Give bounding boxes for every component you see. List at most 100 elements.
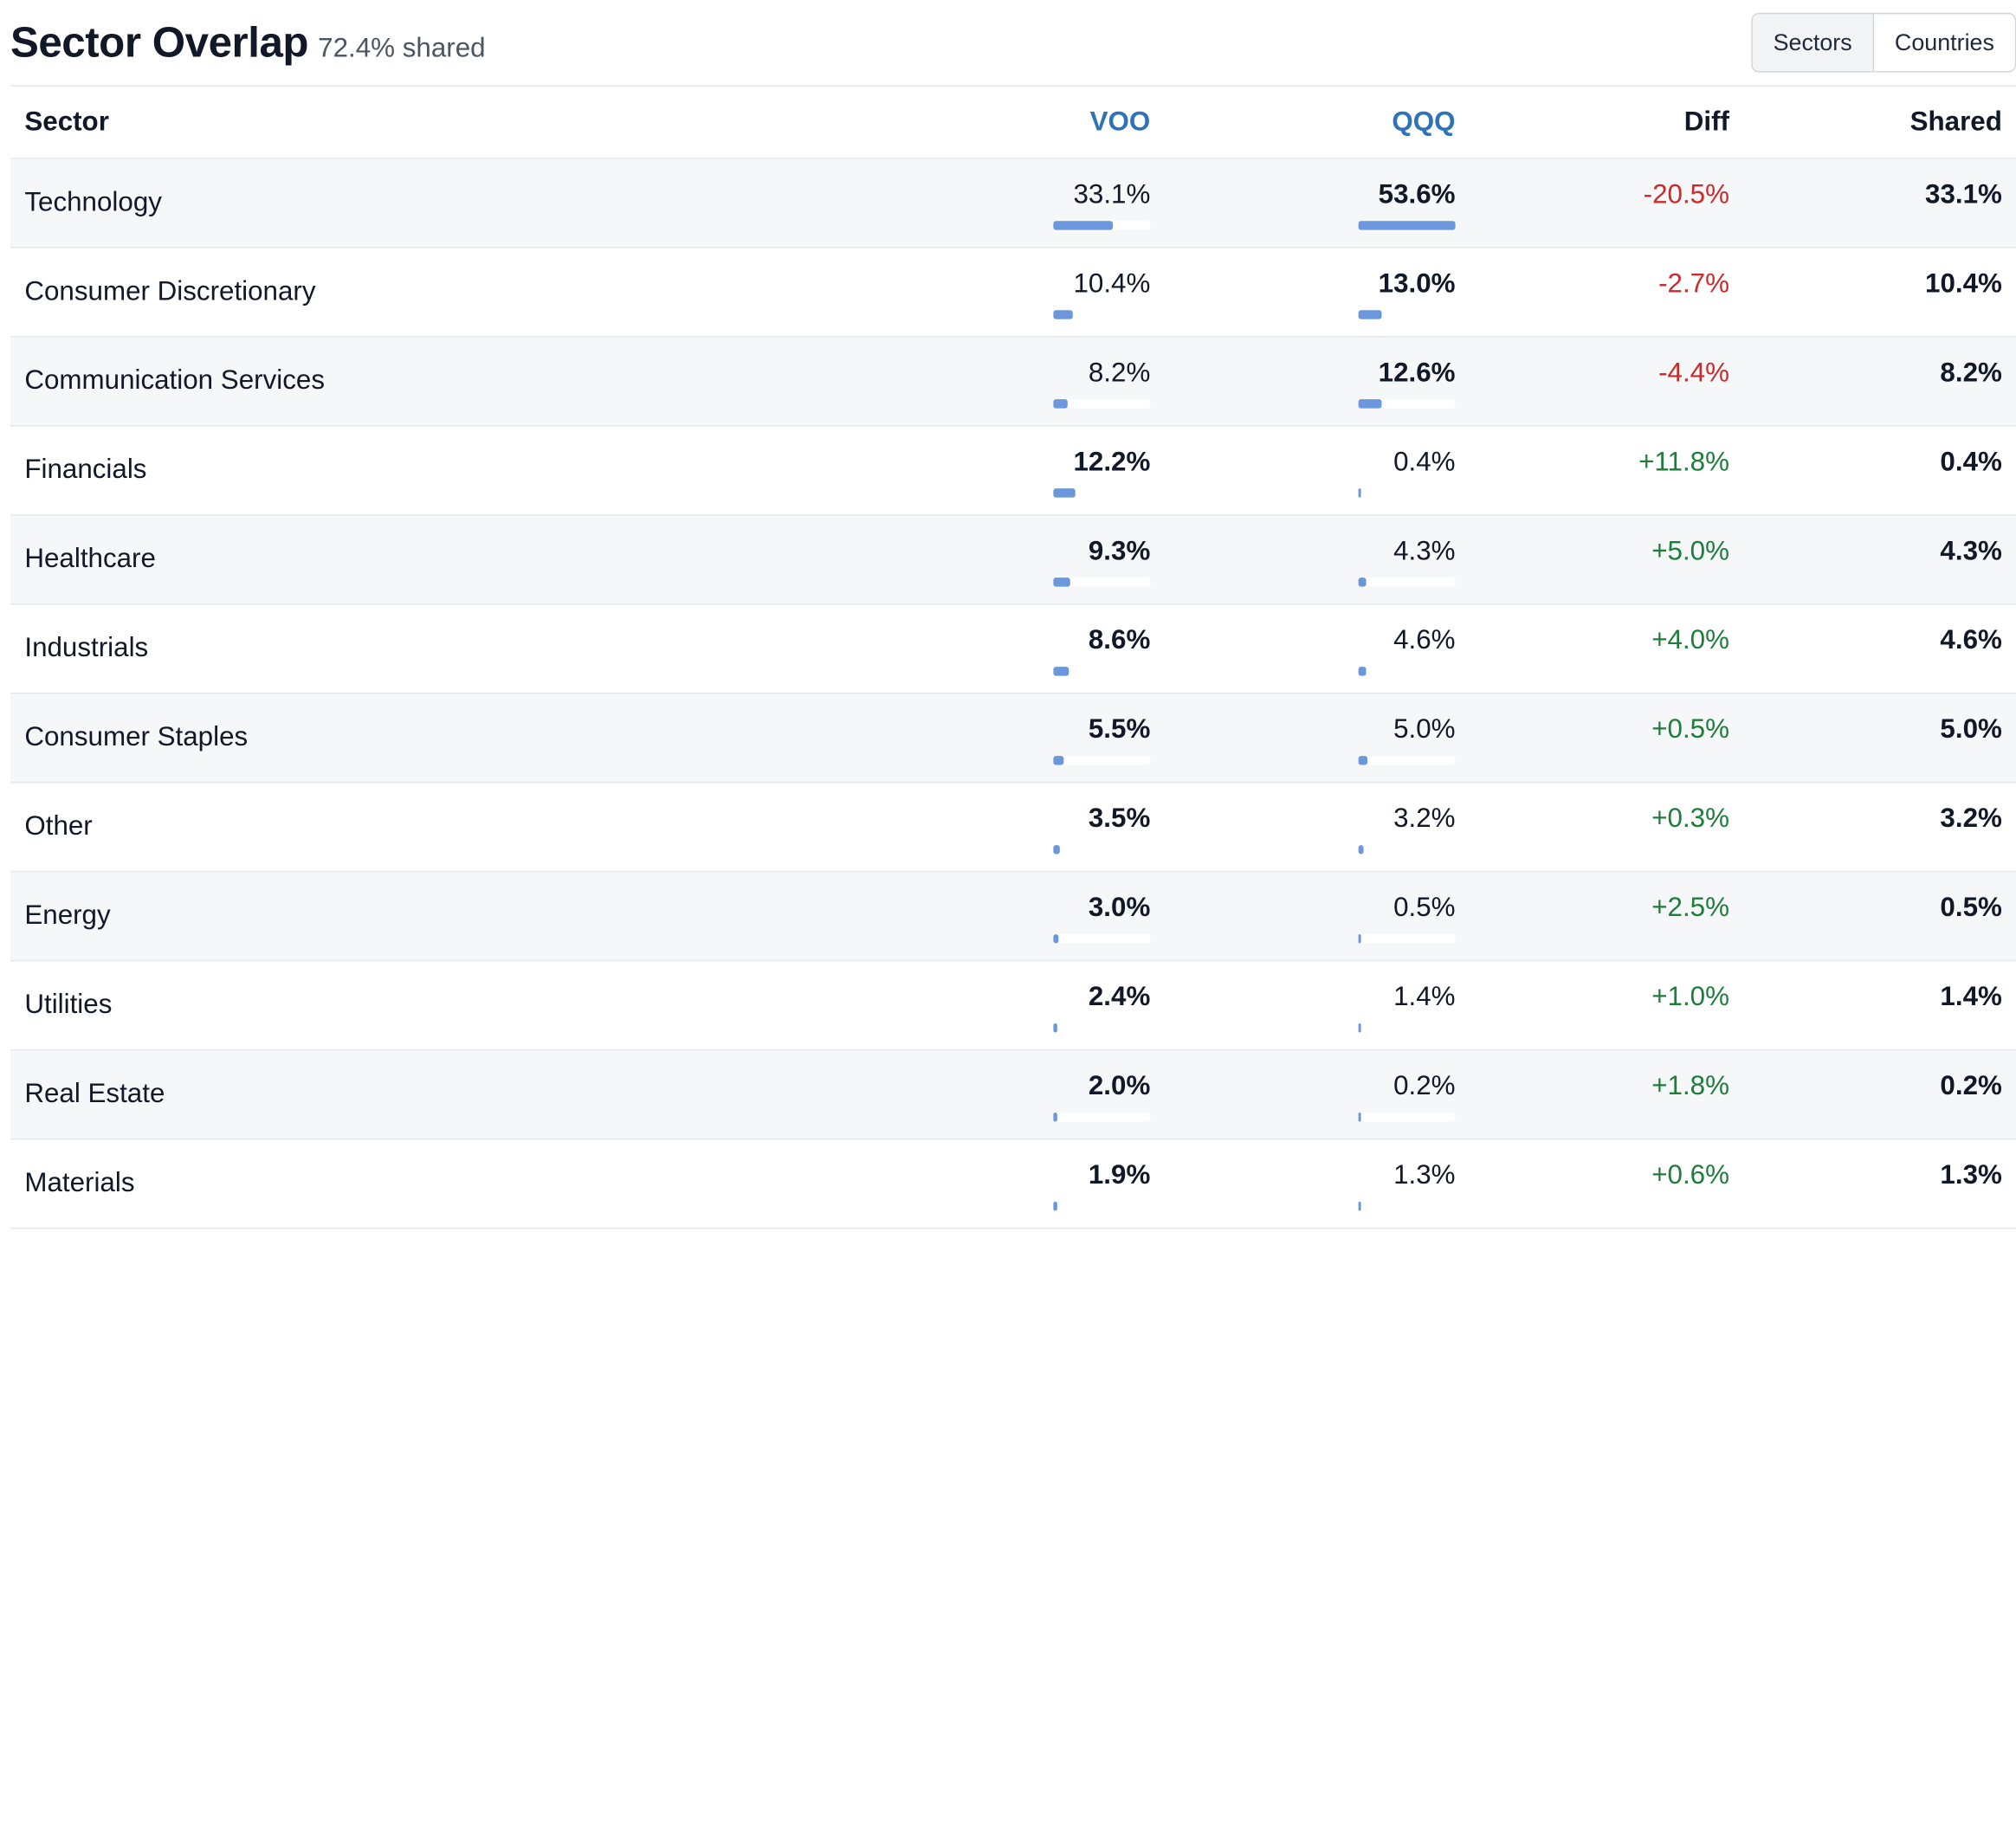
- voo-weight-bar: [1053, 399, 1151, 409]
- voo-weight-bar: [1053, 1113, 1151, 1122]
- voo-weight-bar-fill: [1053, 934, 1059, 944]
- qqq-weight: 5.0%: [1393, 714, 1456, 745]
- column-header-diff[interactable]: Diff: [1683, 106, 1729, 138]
- qqq-weight-bar: [1358, 1023, 1456, 1033]
- shared-weight: 5.0%: [1940, 714, 2002, 745]
- sector-name: Healthcare: [24, 544, 156, 574]
- table-row: Industrials 8.6% 4.6% +4.0% 4.6%: [10, 604, 2016, 694]
- table-row: Technology 33.1% 53.6% -20.5% 33.1%: [10, 158, 2016, 248]
- qqq-weight-bar: [1358, 488, 1456, 498]
- weight-diff: +1.0%: [1651, 982, 1729, 1012]
- voo-weight-bar-fill: [1053, 310, 1073, 319]
- qqq-weight-bar-fill: [1358, 310, 1382, 319]
- shared-weight: 4.3%: [1940, 536, 2002, 566]
- qqq-weight: 1.3%: [1393, 1160, 1456, 1190]
- column-header-voo[interactable]: VOO: [1089, 106, 1151, 138]
- qqq-weight: 0.5%: [1393, 893, 1456, 923]
- qqq-weight: 53.6%: [1378, 179, 1456, 210]
- sector-name: Financials: [24, 455, 147, 485]
- table-row: Energy 3.0% 0.5% +2.5% 0.5%: [10, 872, 2016, 962]
- voo-weight: 9.3%: [1088, 536, 1151, 566]
- shared-weight: 8.2%: [1940, 358, 2002, 388]
- shared-weight: 0.4%: [1940, 447, 2002, 477]
- weight-diff: +11.8%: [1638, 447, 1729, 477]
- qqq-weight-bar: [1358, 399, 1456, 409]
- weight-diff: +2.5%: [1651, 893, 1729, 923]
- table-row: Other 3.5% 3.2% +0.3% 3.2%: [10, 783, 2016, 873]
- shared-weight: 4.6%: [1940, 625, 2002, 655]
- sector-name: Technology: [24, 187, 162, 217]
- sector-name: Real Estate: [24, 1079, 165, 1109]
- qqq-weight: 0.4%: [1393, 447, 1456, 477]
- voo-weight-bar-fill: [1053, 845, 1060, 855]
- table-row: Financials 12.2% 0.4% +11.8% 0.4%: [10, 427, 2016, 516]
- countries-toggle-button[interactable]: Countries: [1872, 14, 2015, 72]
- qqq-weight-bar-fill: [1358, 488, 1361, 498]
- voo-weight-bar-fill: [1053, 1113, 1057, 1122]
- weight-diff: +0.3%: [1651, 803, 1729, 834]
- voo-weight-bar: [1053, 845, 1151, 855]
- weight-diff: +1.8%: [1651, 1071, 1729, 1101]
- voo-weight: 8.6%: [1088, 625, 1151, 655]
- shared-weight: 10.4%: [1925, 268, 2002, 299]
- shared-weight: 33.1%: [1925, 179, 2002, 210]
- weight-diff: +4.0%: [1651, 625, 1729, 655]
- column-header-shared[interactable]: Shared: [1909, 106, 2002, 138]
- table-row: Consumer Discretionary 10.4% 13.0% -2.7% 10.…: [10, 248, 2016, 338]
- page-title: Sector Overlap: [10, 17, 309, 67]
- qqq-weight-bar: [1358, 1202, 1456, 1211]
- qqq-weight-bar-fill: [1358, 577, 1367, 587]
- qqq-weight-bar: [1358, 845, 1456, 855]
- sector-table: Sector VOO QQQ Diff Shared Technology 33.…: [10, 87, 2016, 1229]
- voo-weight-bar: [1053, 488, 1151, 498]
- table-row: Utilities 2.4% 1.4% +1.0% 1.4%: [10, 961, 2016, 1051]
- voo-weight-bar: [1053, 1202, 1151, 1211]
- voo-weight-bar: [1053, 577, 1151, 587]
- shared-weight: 1.3%: [1940, 1160, 2002, 1190]
- voo-weight-bar-fill: [1053, 667, 1069, 676]
- voo-weight: 1.9%: [1088, 1160, 1151, 1190]
- qqq-weight-bar: [1358, 221, 1456, 230]
- voo-weight-bar: [1053, 221, 1151, 230]
- voo-weight: 2.4%: [1088, 982, 1151, 1012]
- weight-diff: +0.5%: [1651, 714, 1729, 745]
- column-header-qqq[interactable]: QQQ: [1392, 106, 1456, 138]
- weight-diff: +5.0%: [1651, 536, 1729, 566]
- voo-weight-bar: [1053, 756, 1151, 765]
- voo-weight-bar-fill: [1053, 756, 1063, 765]
- qqq-weight: 1.4%: [1393, 982, 1456, 1012]
- voo-weight-bar-fill: [1053, 399, 1069, 409]
- qqq-weight-bar: [1358, 667, 1456, 676]
- sector-name: Consumer Staples: [24, 722, 249, 752]
- qqq-weight: 4.3%: [1393, 536, 1456, 566]
- voo-weight-bar: [1053, 934, 1151, 944]
- column-header-sector[interactable]: Sector: [24, 106, 109, 138]
- qqq-weight: 13.0%: [1378, 268, 1456, 299]
- voo-weight-bar: [1053, 1023, 1151, 1033]
- qqq-weight-bar-fill: [1358, 1113, 1361, 1122]
- table-row: Real Estate 2.0% 0.2% +1.8% 0.2%: [10, 1050, 2016, 1140]
- sector-name: Consumer Discretionary: [24, 276, 316, 306]
- qqq-weight-bar-fill: [1358, 1023, 1361, 1033]
- sector-name: Materials: [24, 1168, 135, 1198]
- weight-diff: -4.4%: [1658, 358, 1729, 388]
- qqq-weight-bar-fill: [1358, 399, 1381, 409]
- qqq-weight-bar-fill: [1358, 934, 1361, 944]
- qqq-weight: 0.2%: [1393, 1071, 1456, 1101]
- table-row: Healthcare 9.3% 4.3% +5.0% 4.3%: [10, 515, 2016, 605]
- qqq-weight: 4.6%: [1393, 625, 1456, 655]
- qqq-weight-bar: [1358, 1113, 1456, 1122]
- qqq-weight: 3.2%: [1393, 803, 1456, 834]
- sector-name: Communication Services: [24, 365, 326, 396]
- voo-weight-bar-fill: [1053, 488, 1076, 498]
- table-row: Materials 1.9% 1.3% +0.6% 1.3%: [10, 1139, 2016, 1229]
- table-header: Sector VOO QQQ Diff Shared: [10, 87, 2016, 159]
- voo-weight: 8.2%: [1088, 358, 1151, 388]
- shared-weight: 1.4%: [1940, 982, 2002, 1012]
- qqq-weight-bar-fill: [1358, 1202, 1361, 1211]
- voo-weight: 12.2%: [1073, 447, 1151, 477]
- sectors-toggle-button[interactable]: Sectors: [1752, 14, 1873, 72]
- voo-weight: 3.0%: [1088, 893, 1151, 923]
- shared-weight: 0.2%: [1940, 1071, 2002, 1101]
